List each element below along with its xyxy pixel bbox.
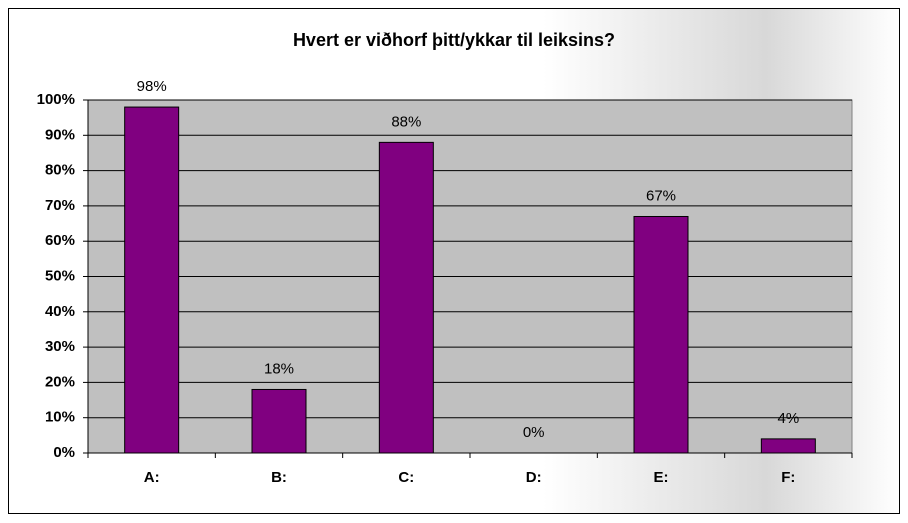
data-label: 18% (264, 360, 294, 377)
y-tick-label: 70% (45, 197, 75, 214)
data-label: 0% (523, 424, 545, 441)
bar (760, 438, 816, 454)
data-label: 98% (137, 78, 167, 95)
bar (633, 215, 689, 454)
bar (378, 141, 434, 454)
y-tick-label: 80% (45, 162, 75, 179)
bar (251, 388, 307, 454)
data-label: 88% (391, 113, 421, 130)
x-tick-label: F: (781, 469, 795, 486)
y-tick-label: 100% (37, 91, 75, 108)
y-tick-label: 10% (45, 409, 75, 426)
y-tick-label: 90% (45, 126, 75, 143)
x-tick-label: C: (398, 469, 414, 486)
y-tick-label: 30% (45, 338, 75, 355)
x-tick-label: A: (144, 469, 160, 486)
y-tick-label: 60% (45, 232, 75, 249)
bar (124, 106, 180, 454)
x-tick-label: B: (271, 469, 287, 486)
y-tick-label: 50% (45, 267, 75, 284)
data-label: 4% (777, 410, 799, 427)
y-tick-label: 20% (45, 373, 75, 390)
x-tick-label: D: (526, 469, 542, 486)
y-tick-label: 0% (53, 444, 75, 461)
data-label: 67% (646, 187, 676, 204)
x-tick-label: E: (654, 469, 669, 486)
y-tick-label: 40% (45, 303, 75, 320)
chart-title: Hvert er viðhorf þitt/ykkar til leiksins… (293, 30, 615, 50)
